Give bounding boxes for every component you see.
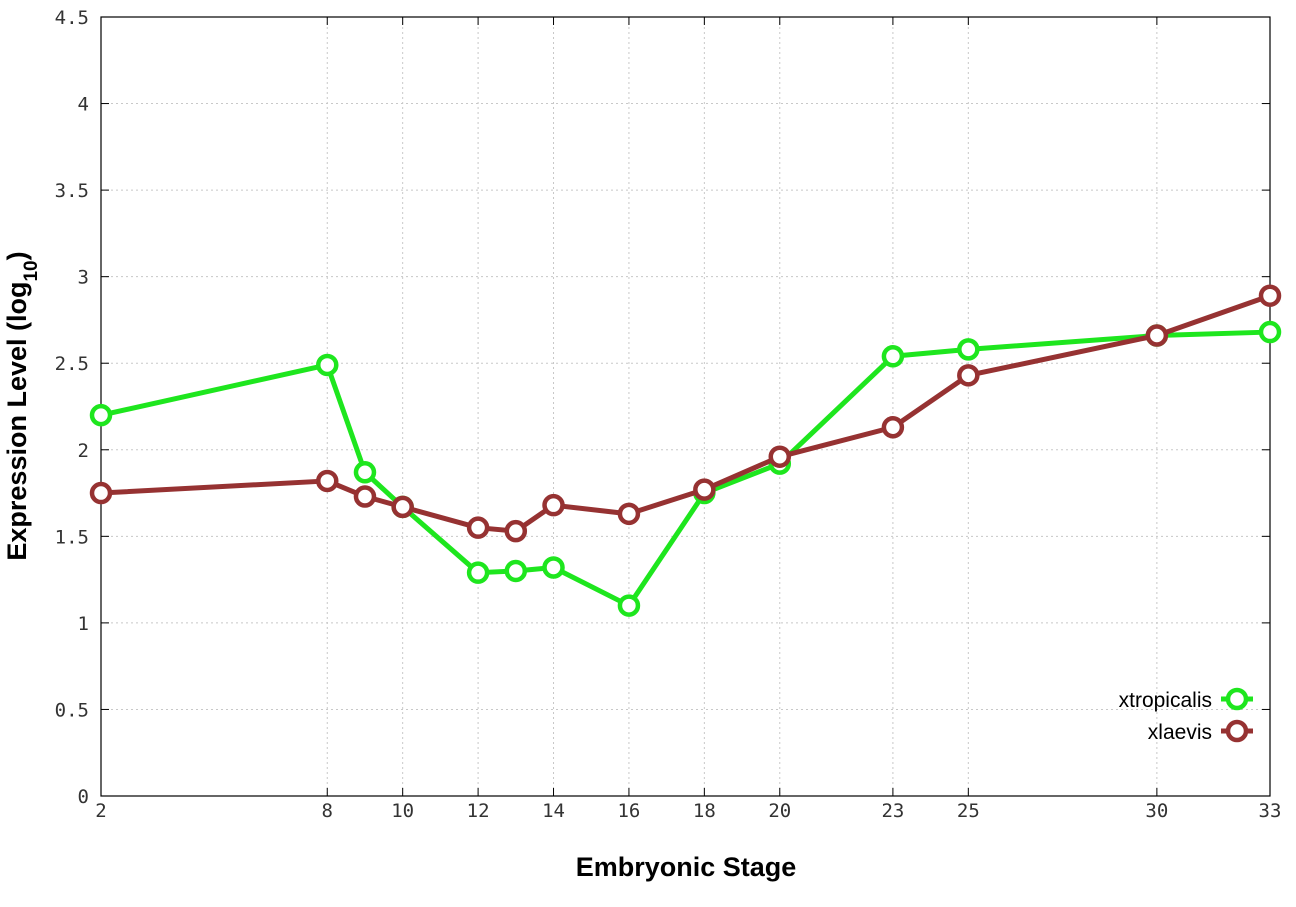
y-axis-title: Expression Level (log10) — [2, 251, 42, 560]
x-tick-label: 20 — [768, 800, 791, 822]
data-point-xlaevis — [504, 519, 528, 543]
data-point-xtropicalis — [1258, 320, 1282, 344]
data-point-xlaevis — [1145, 324, 1169, 347]
x-tick-label: 14 — [542, 800, 565, 822]
data-point-xlaevis — [617, 502, 641, 526]
series-xtropicalis — [89, 320, 1282, 617]
y-axis-title-main: Expression Level (log — [2, 282, 32, 561]
legend-label: xtropicalis — [1119, 689, 1212, 712]
y-tick-label: 1 — [78, 613, 89, 635]
data-point-xlaevis — [89, 481, 113, 505]
y-axis-title-subscript: 10 — [21, 260, 42, 281]
x-tick-label: 16 — [617, 800, 640, 822]
y-tick-label: 2 — [78, 440, 89, 462]
legend: xtropicalis xlaevis — [1119, 687, 1253, 744]
y-tick-label: 3 — [78, 267, 89, 289]
x-tick-label: 25 — [957, 800, 980, 822]
x-axis-title: Embryonic Stage — [576, 852, 797, 882]
y-tick-label: 0.5 — [55, 699, 89, 721]
legend-marker — [1225, 687, 1249, 711]
x-tick-label: 23 — [881, 800, 904, 822]
y-tick-label: 3.5 — [55, 180, 89, 202]
x-tick-label: 10 — [391, 800, 414, 822]
y-tick-label: 0 — [78, 786, 89, 808]
series-line-xtropicalis — [100, 329, 1271, 609]
plot-frame — [100, 16, 1271, 797]
data-point-xtropicalis — [466, 561, 490, 584]
data-point-xlaevis — [957, 364, 980, 387]
x-tick-label: 12 — [467, 800, 490, 822]
series-lines — [89, 284, 1282, 617]
data-point-xlaevis — [542, 493, 565, 517]
legend-label: xlaevis — [1148, 721, 1212, 744]
y-tick-label: 4 — [78, 94, 89, 116]
legend-marker — [1225, 719, 1249, 743]
data-point-xlaevis — [768, 445, 792, 468]
data-point-xlaevis — [316, 469, 339, 493]
y-tick-label: 2.5 — [55, 353, 89, 375]
data-point-xlaevis — [693, 478, 716, 501]
grid-lines — [100, 16, 1271, 797]
x-tick-label: 8 — [322, 800, 333, 822]
data-point-xlaevis — [466, 516, 490, 539]
data-point-xtropicalis — [89, 403, 113, 427]
data-point-xtropicalis — [353, 461, 377, 484]
y-tick-label: 1.5 — [55, 526, 89, 548]
data-point-xtropicalis — [542, 556, 565, 579]
data-point-xtropicalis — [316, 353, 339, 377]
legend-entry: xlaevis — [1148, 719, 1253, 744]
data-point-xlaevis — [353, 485, 377, 508]
y-axis-title-close: ) — [2, 251, 32, 260]
data-point-xtropicalis — [504, 559, 528, 583]
x-tick-label: 30 — [1145, 800, 1168, 822]
y-tick-label: 4.5 — [55, 7, 89, 29]
legend-entry: xtropicalis — [1119, 687, 1253, 712]
data-point-xtropicalis — [957, 338, 980, 361]
x-tick-label: 2 — [95, 800, 106, 822]
x-tick-label: 18 — [693, 800, 716, 822]
series-xlaevis — [89, 284, 1282, 543]
data-point-xlaevis — [1258, 284, 1282, 307]
data-point-xtropicalis — [617, 594, 641, 617]
series-line-xlaevis — [100, 293, 1271, 534]
x-tick-label: 33 — [1259, 800, 1282, 822]
axis-ticks: 2 8 10 12 14 16 18 20 23 25 30 33 0 0.5 1 1.5 2 2.5 3 3.5 4 4… — [55, 7, 1282, 822]
data-point-xtropicalis — [881, 345, 905, 368]
data-point-xlaevis — [881, 416, 905, 439]
data-point-xlaevis — [391, 495, 414, 519]
